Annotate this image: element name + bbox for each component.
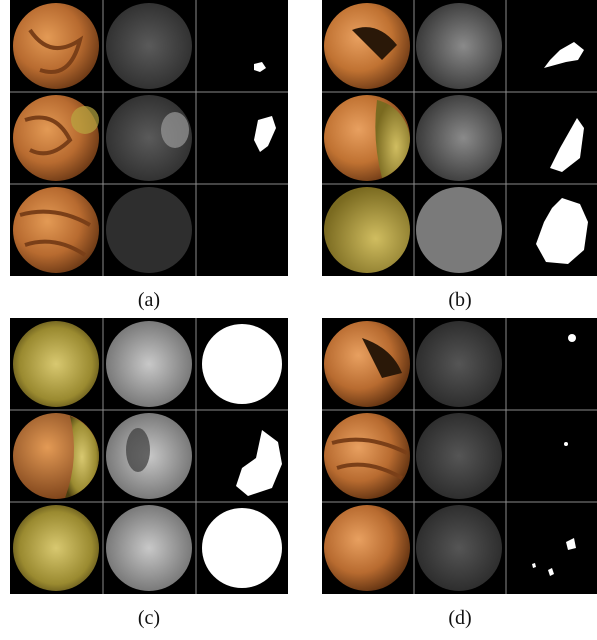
panel-b bbox=[322, 0, 597, 276]
frame-c3 bbox=[13, 505, 99, 591]
mask-c1 bbox=[202, 324, 282, 404]
panel-d-grid bbox=[322, 318, 597, 594]
frame-c1 bbox=[13, 321, 99, 407]
panel-a-grid bbox=[10, 0, 288, 276]
bubbles-b2 bbox=[375, 100, 410, 178]
frame-b1 bbox=[324, 3, 410, 89]
gray-b1 bbox=[416, 3, 502, 89]
mask-d3 bbox=[532, 538, 576, 576]
fold-a3 bbox=[19, 209, 91, 257]
gray-d1 bbox=[416, 321, 502, 407]
gray-d2 bbox=[416, 413, 502, 499]
gray-b2 bbox=[416, 95, 502, 181]
mask-b2 bbox=[550, 118, 584, 172]
panel-b-grid bbox=[322, 0, 597, 276]
gray-a3 bbox=[106, 187, 192, 273]
panel-c-grid bbox=[10, 318, 288, 594]
mask-a2 bbox=[254, 116, 276, 152]
gray-a1 bbox=[106, 3, 192, 89]
bubbles-c2 bbox=[65, 416, 99, 498]
caption-d: (d) bbox=[448, 607, 472, 629]
frame-d3 bbox=[324, 505, 410, 591]
panel-d bbox=[322, 318, 597, 594]
frame-d2 bbox=[324, 413, 410, 499]
panel-c bbox=[10, 318, 288, 594]
gray-c1 bbox=[106, 321, 192, 407]
fold-a1 bbox=[28, 28, 84, 74]
gray-d3 bbox=[416, 505, 502, 591]
mask-c2 bbox=[236, 430, 282, 496]
bubbles-a2 bbox=[71, 106, 99, 134]
fold-a2 bbox=[24, 115, 73, 156]
mask-a1 bbox=[254, 62, 266, 72]
caption-a: (a) bbox=[137, 289, 161, 311]
mask-b3 bbox=[536, 198, 588, 264]
gray-c2-dark bbox=[126, 428, 150, 472]
mask-b1 bbox=[544, 42, 584, 68]
mask-c3 bbox=[202, 508, 282, 588]
caption-b: (b) bbox=[448, 289, 472, 311]
lumen-d1 bbox=[362, 338, 402, 378]
caption-c: (c) bbox=[137, 607, 161, 629]
fold-d2 bbox=[331, 437, 408, 480]
lumen-b1 bbox=[352, 27, 397, 60]
frame-b3 bbox=[324, 187, 410, 273]
mask-d2 bbox=[564, 442, 568, 446]
frame-a3 bbox=[13, 187, 99, 273]
gray-c3 bbox=[106, 505, 192, 591]
mask-d1 bbox=[568, 334, 576, 342]
gray-b3 bbox=[416, 187, 502, 273]
gray-a2-bright bbox=[161, 112, 189, 148]
panel-a bbox=[10, 0, 288, 276]
frame-d1 bbox=[324, 321, 410, 407]
